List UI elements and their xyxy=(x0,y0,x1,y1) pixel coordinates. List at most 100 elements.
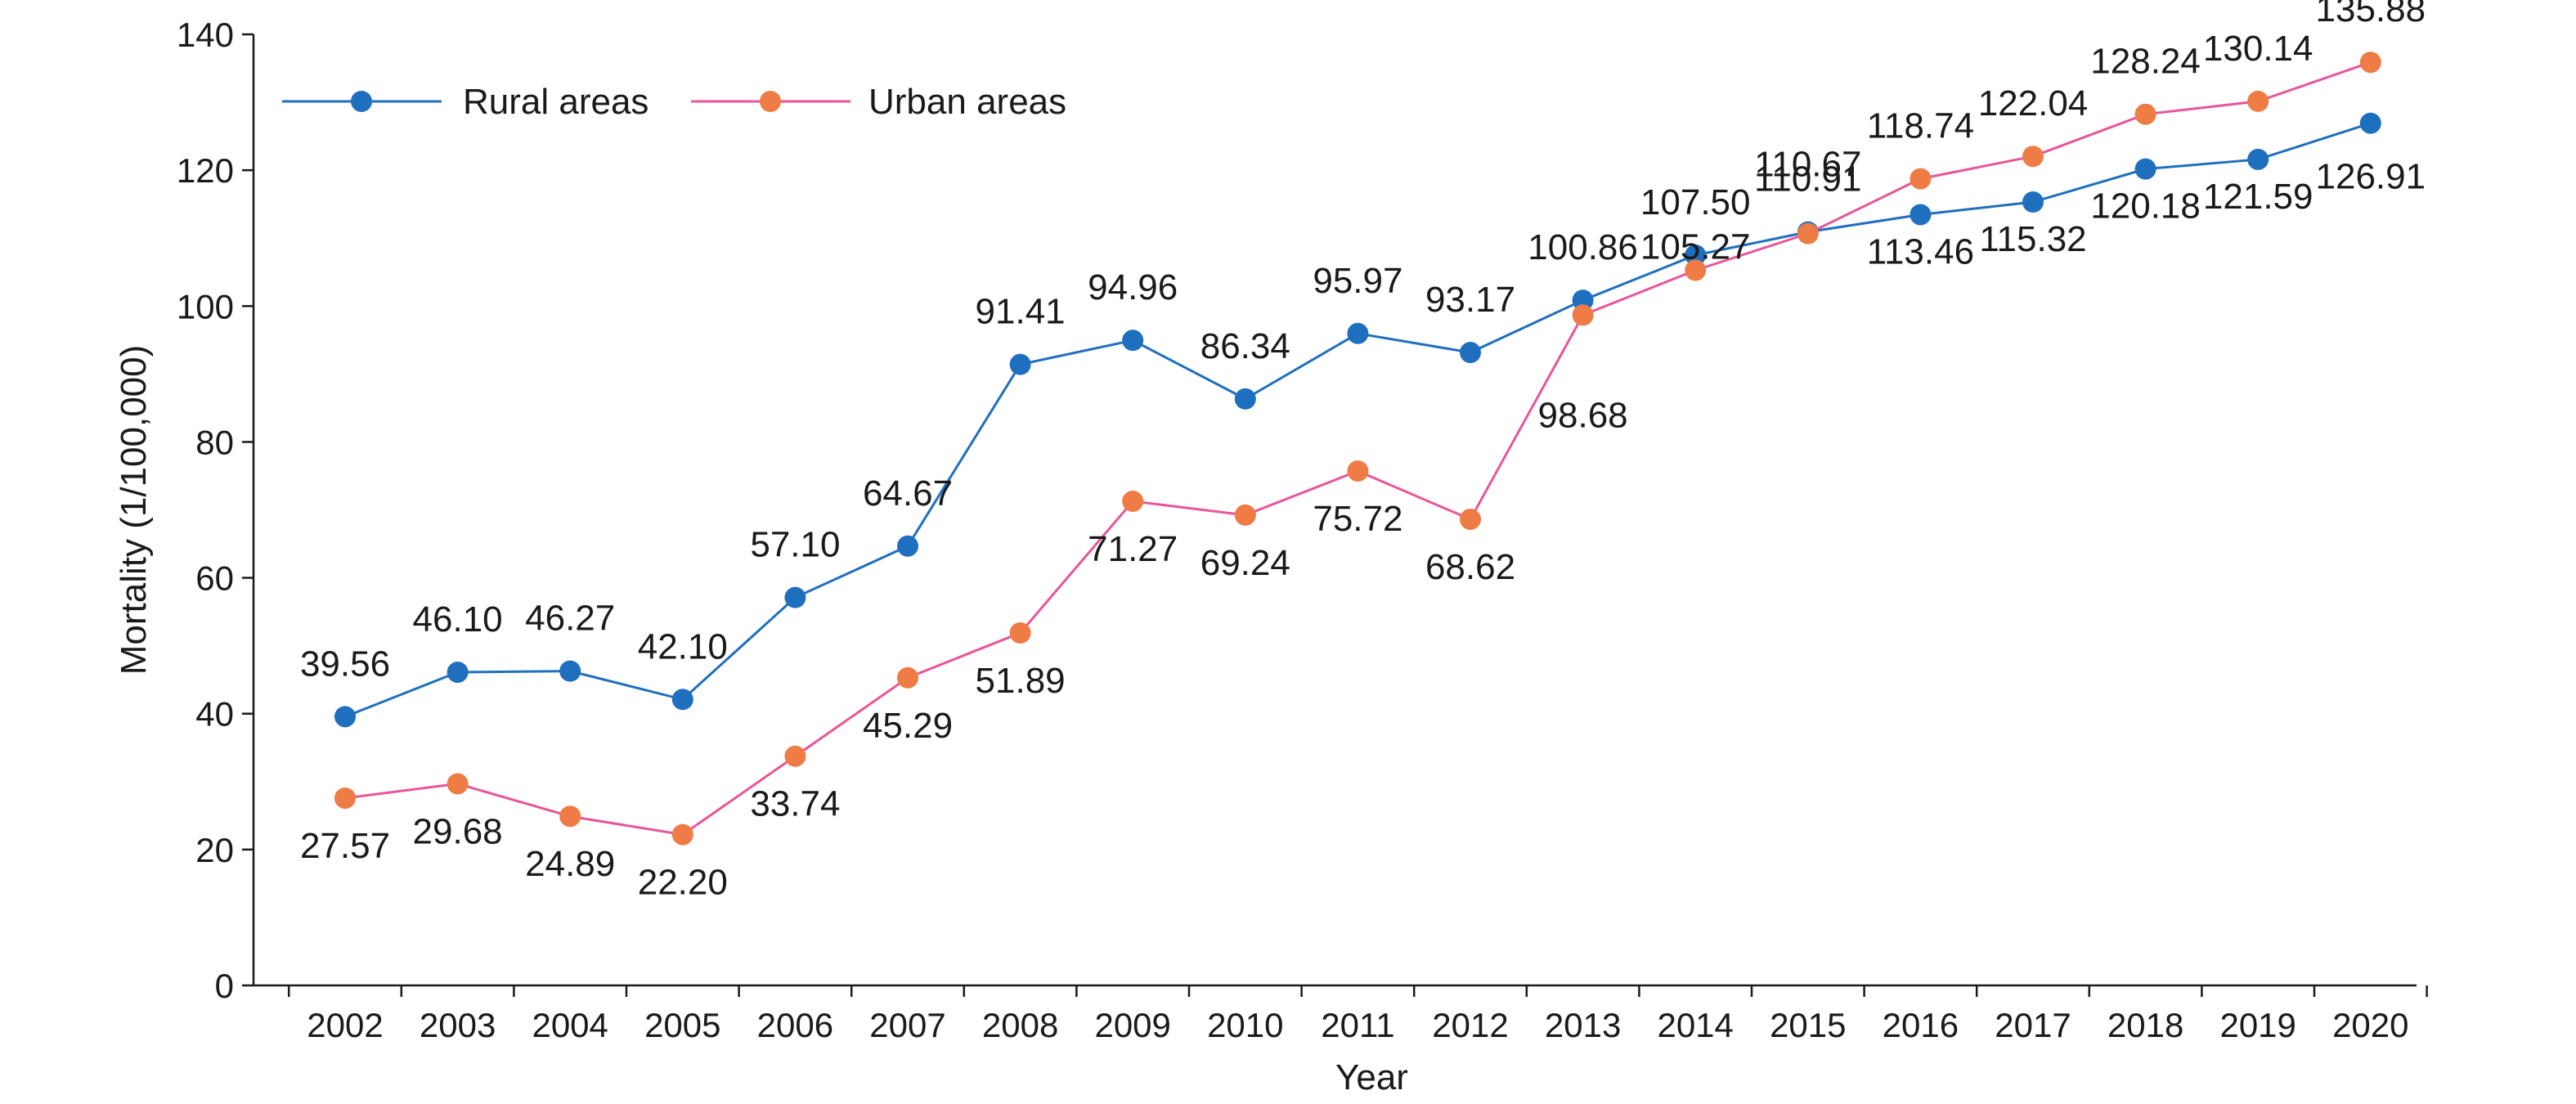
x-tick-label: 2013 xyxy=(1545,1006,1621,1044)
data-label: 64.67 xyxy=(863,473,953,514)
x-tick-label: 2004 xyxy=(532,1006,608,1044)
data-point xyxy=(2247,148,2269,170)
data-label: 51.89 xyxy=(976,661,1066,701)
data-label: 126.91 xyxy=(2316,157,2426,197)
data-label: 110.67 xyxy=(1754,145,1861,185)
x-tick-label: 2011 xyxy=(1321,1006,1394,1044)
data-label: 39.56 xyxy=(300,644,390,684)
data-point xyxy=(1234,504,1256,526)
data-point xyxy=(1009,353,1031,375)
legend-label: Urban areas xyxy=(868,82,1066,122)
data-label: 105.27 xyxy=(1640,227,1751,267)
series-rural-areas xyxy=(334,112,2381,728)
x-tick-label: 2005 xyxy=(644,1006,720,1044)
data-label: 115.32 xyxy=(1979,219,2086,259)
series-line xyxy=(344,61,2372,837)
data-label: 98.68 xyxy=(1538,395,1628,435)
data-point xyxy=(1572,304,1594,326)
data-point xyxy=(1460,342,1481,364)
data-point xyxy=(897,535,918,557)
data-label: 121.59 xyxy=(2203,177,2313,217)
legend-label: Rural areas xyxy=(463,82,648,122)
data-point xyxy=(1685,244,1707,266)
legend-marker xyxy=(760,91,781,112)
y-tick-label: 120 xyxy=(177,151,234,190)
legend-item: Rural areas xyxy=(282,82,648,122)
data-point xyxy=(1685,259,1707,281)
data-point xyxy=(1572,289,1594,312)
x-tick-label: 2020 xyxy=(2332,1006,2408,1044)
data-label: 135.88 xyxy=(2316,0,2426,29)
data-point xyxy=(897,666,918,689)
data-label: 122.04 xyxy=(1978,83,2089,123)
data-label: 118.74 xyxy=(1867,106,1974,146)
data-point xyxy=(2022,146,2044,168)
x-tick-label: 2018 xyxy=(2107,1006,2183,1044)
data-label: 113.46 xyxy=(1867,231,1974,272)
x-tick-label: 2012 xyxy=(1432,1006,1508,1044)
data-point xyxy=(1797,222,1819,245)
data-point xyxy=(671,689,693,711)
x-axis-title: Year xyxy=(1335,1057,1408,1097)
data-label: 68.62 xyxy=(1425,547,1515,587)
data-label: 93.17 xyxy=(1425,280,1515,320)
y-tick-label: 100 xyxy=(177,287,234,325)
data-point xyxy=(1910,168,1932,190)
data-label: 91.41 xyxy=(976,292,1066,332)
data-label: 130.14 xyxy=(2203,29,2313,69)
data-label: 95.97 xyxy=(1313,261,1402,301)
x-tick-label: 2003 xyxy=(420,1006,496,1044)
y-tick-label: 20 xyxy=(195,831,234,869)
data-label: 107.50 xyxy=(1640,182,1751,222)
data-point xyxy=(1009,622,1031,644)
y-tick-label: 140 xyxy=(177,16,234,54)
x-tick-label: 2002 xyxy=(307,1006,383,1044)
data-label: 94.96 xyxy=(1088,267,1178,307)
data-point xyxy=(2022,191,2044,213)
data-point xyxy=(447,662,469,684)
data-label: 42.10 xyxy=(638,626,728,666)
x-tick-label: 2017 xyxy=(1995,1006,2071,1044)
x-tick-label: 2015 xyxy=(1770,1006,1846,1044)
data-point xyxy=(1234,388,1256,410)
data-point xyxy=(559,660,581,682)
data-point xyxy=(2359,112,2381,134)
data-point xyxy=(334,787,356,809)
legend-item: Urban areas xyxy=(691,82,1066,122)
data-label: 29.68 xyxy=(413,811,503,851)
data-point xyxy=(1122,490,1144,512)
data-point xyxy=(1347,460,1369,482)
y-tick-label: 0 xyxy=(215,967,234,1005)
y-tick-label: 60 xyxy=(195,559,234,598)
legend-marker xyxy=(351,91,372,112)
data-point xyxy=(784,586,806,608)
data-label: 75.72 xyxy=(1313,499,1402,539)
x-tick-label: 2010 xyxy=(1207,1006,1283,1044)
x-tick-label: 2009 xyxy=(1094,1006,1170,1044)
x-tick-label: 2008 xyxy=(982,1006,1058,1044)
data-point xyxy=(1460,508,1481,530)
data-point xyxy=(2134,103,2156,125)
data-label: 86.34 xyxy=(1200,326,1290,366)
data-label: 120.18 xyxy=(2090,186,2201,227)
data-label: 24.89 xyxy=(525,844,615,884)
x-tick-label: 2016 xyxy=(1883,1006,1959,1044)
y-tick-label: 40 xyxy=(195,695,234,734)
y-tick-label: 80 xyxy=(195,423,234,461)
y-axis-title: Mortality (1/100,000) xyxy=(114,345,154,675)
data-label: 33.74 xyxy=(750,784,840,824)
legend: Rural areas Urban areas xyxy=(282,82,1066,122)
data-label: 57.10 xyxy=(750,525,840,565)
data-label: 128.24 xyxy=(2090,42,2201,82)
data-point xyxy=(2134,158,2156,180)
data-point xyxy=(2359,52,2381,74)
data-point xyxy=(671,824,693,846)
data-label: 100.86 xyxy=(1528,227,1638,267)
data-label: 46.27 xyxy=(525,599,615,639)
x-tick-label: 2019 xyxy=(2219,1006,2296,1044)
data-point xyxy=(1347,322,1369,344)
data-label: 27.57 xyxy=(300,826,390,866)
x-tick-label: 2007 xyxy=(869,1006,945,1044)
